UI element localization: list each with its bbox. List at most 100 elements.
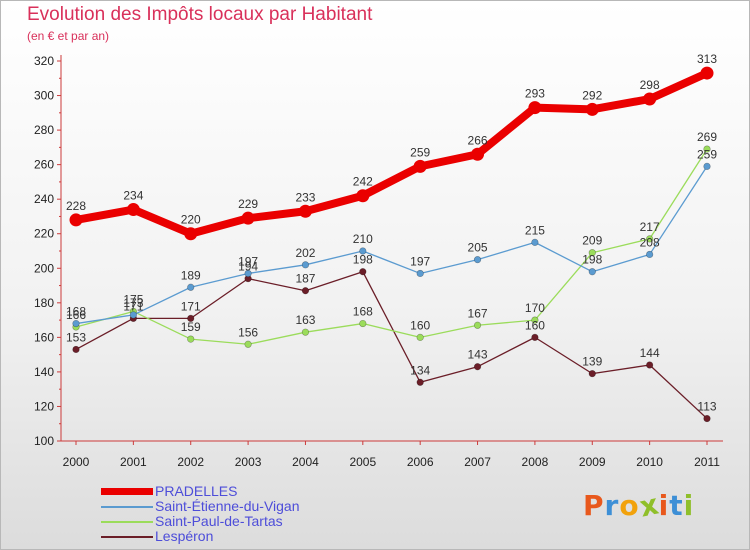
- data-point: [473, 363, 482, 371]
- chart-title: Evolution des Impôts locaux par Habitant: [27, 4, 373, 25]
- x-tick-label: 2009: [579, 455, 606, 469]
- data-point: [588, 249, 596, 257]
- data-label: 197: [238, 254, 258, 268]
- data-point: [703, 414, 711, 423]
- data-point: [646, 361, 654, 369]
- chart-subtitle: (en € et par an): [27, 29, 110, 43]
- series-3: [72, 268, 711, 423]
- data-point: [528, 101, 542, 115]
- data-label: 259: [697, 147, 717, 161]
- data-point: [187, 335, 195, 343]
- data-label: 170: [525, 301, 545, 315]
- data-label: 160: [525, 318, 545, 332]
- data-label: 143: [468, 348, 488, 362]
- x-tick-label: 2002: [177, 455, 204, 469]
- data-point: [356, 189, 370, 203]
- data-point: [244, 340, 252, 348]
- x-tick-label: 2005: [349, 455, 376, 469]
- data-point: [473, 256, 482, 264]
- data-point: [301, 328, 310, 336]
- y-tick-label: 260: [34, 158, 54, 172]
- data-label: 217: [640, 220, 660, 234]
- data-label: 163: [295, 313, 315, 327]
- x-tick-label: 2010: [636, 455, 663, 469]
- proxiti-logo: Proxiti: [583, 487, 695, 524]
- data-label: 160: [410, 318, 430, 332]
- data-label: 173: [123, 296, 143, 310]
- data-label: 153: [66, 330, 86, 344]
- series-line: [72, 69, 711, 238]
- x-tick-label: 2003: [235, 455, 262, 469]
- data-label: 220: [181, 213, 201, 227]
- legend: PRADELLES Saint-Étienne-du-Vigan Saint-Pau…: [101, 483, 401, 544]
- x-tick-label: 2007: [464, 455, 491, 469]
- y-tick-label: 220: [34, 227, 54, 241]
- data-point: [126, 203, 140, 217]
- data-label: 198: [353, 253, 373, 267]
- data-label: 166: [66, 308, 86, 322]
- data-point: [187, 283, 195, 291]
- y-tick-label: 300: [34, 89, 54, 103]
- data-label: 156: [238, 325, 258, 339]
- data-label: 209: [582, 234, 602, 248]
- series-line: [75, 165, 708, 325]
- data-label: 208: [640, 235, 660, 249]
- y-tick-label: 240: [34, 192, 54, 206]
- y-tick-label: 160: [34, 330, 54, 344]
- data-label: 269: [697, 130, 717, 144]
- data-label: 134: [410, 363, 430, 377]
- data-point: [72, 319, 80, 328]
- legend-swatch: [101, 536, 153, 538]
- y-tick-label: 280: [34, 123, 54, 137]
- data-label: 187: [295, 272, 315, 286]
- data-label: 171: [181, 299, 201, 313]
- y-tick-label: 100: [34, 434, 54, 448]
- data-label: 292: [582, 88, 602, 102]
- data-label: 205: [468, 241, 488, 255]
- data-label: 259: [410, 145, 430, 159]
- data-label: 167: [468, 306, 488, 320]
- data-point: [531, 333, 539, 341]
- data-point: [585, 102, 599, 116]
- x-tick-label: 2006: [407, 455, 434, 469]
- data-point: [187, 314, 195, 322]
- data-label: 234: [123, 189, 143, 203]
- data-point: [72, 345, 80, 354]
- x-tick-label: 2004: [292, 455, 319, 469]
- legend-label: Lespéron: [155, 528, 214, 544]
- y-tick-label: 180: [34, 296, 54, 310]
- data-point: [416, 333, 424, 341]
- legend-swatch: [101, 488, 153, 495]
- series-layer: [69, 66, 714, 423]
- data-point: [588, 268, 596, 276]
- data-point: [531, 238, 539, 246]
- legend-label: Saint-Paul-de-Tartas: [155, 513, 283, 529]
- legend-item: Saint-Étienne-du-Vigan: [101, 498, 401, 514]
- data-label: 266: [468, 133, 488, 147]
- data-label: 229: [238, 197, 258, 211]
- y-tick-label: 120: [34, 399, 54, 413]
- x-tick-label: 2001: [120, 455, 147, 469]
- legend-label: Saint-Étienne-du-Vigan: [155, 498, 300, 514]
- series-line: [75, 271, 708, 420]
- data-label: 189: [181, 268, 201, 282]
- data-label: 228: [66, 199, 86, 213]
- data-point: [301, 287, 310, 295]
- data-label: 168: [66, 305, 86, 319]
- data-label: 175: [123, 292, 143, 306]
- data-point: [471, 147, 485, 161]
- series-2: [72, 145, 711, 348]
- data-point: [703, 162, 711, 170]
- data-point: [298, 204, 312, 218]
- data-point: [646, 235, 654, 243]
- data-point: [703, 145, 711, 153]
- data-label: 168: [353, 305, 373, 319]
- data-point: [359, 247, 367, 255]
- data-point: [643, 92, 657, 106]
- legend-swatch: [101, 521, 153, 523]
- data-label: 194: [238, 260, 258, 274]
- data-label: 144: [640, 346, 660, 360]
